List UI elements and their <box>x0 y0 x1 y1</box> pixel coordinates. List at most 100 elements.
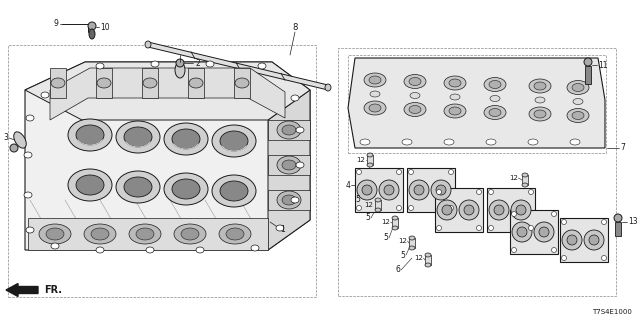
Ellipse shape <box>146 247 154 253</box>
Bar <box>8 45 316 297</box>
Ellipse shape <box>534 222 554 242</box>
Polygon shape <box>50 68 285 120</box>
Bar <box>487 188 535 232</box>
Ellipse shape <box>364 73 386 87</box>
Ellipse shape <box>397 170 401 174</box>
Ellipse shape <box>534 110 546 118</box>
Text: 5: 5 <box>365 213 370 222</box>
Ellipse shape <box>409 106 421 114</box>
Polygon shape <box>25 62 310 250</box>
Ellipse shape <box>488 189 493 195</box>
Ellipse shape <box>561 255 566 260</box>
Ellipse shape <box>370 91 380 97</box>
Ellipse shape <box>522 183 528 187</box>
Ellipse shape <box>124 127 152 147</box>
Ellipse shape <box>484 106 506 119</box>
Ellipse shape <box>444 76 466 90</box>
Ellipse shape <box>573 99 583 105</box>
Ellipse shape <box>567 81 589 94</box>
Ellipse shape <box>449 205 454 211</box>
Ellipse shape <box>96 63 104 69</box>
Bar <box>268 120 310 140</box>
Ellipse shape <box>431 180 451 200</box>
Ellipse shape <box>408 205 413 211</box>
Bar <box>28 218 268 250</box>
Ellipse shape <box>24 152 32 158</box>
Ellipse shape <box>442 205 452 215</box>
Ellipse shape <box>88 22 96 30</box>
Ellipse shape <box>436 226 442 230</box>
Ellipse shape <box>68 119 112 151</box>
Ellipse shape <box>552 212 557 217</box>
Bar <box>585 66 591 84</box>
Ellipse shape <box>277 191 301 209</box>
Ellipse shape <box>116 121 160 153</box>
Text: 10: 10 <box>100 22 109 31</box>
Ellipse shape <box>562 230 582 250</box>
Ellipse shape <box>572 84 584 92</box>
Ellipse shape <box>189 78 203 88</box>
Text: 12: 12 <box>364 202 373 208</box>
Text: 1: 1 <box>280 226 285 235</box>
Bar <box>268 155 310 175</box>
Ellipse shape <box>408 170 413 174</box>
Ellipse shape <box>296 127 304 133</box>
Ellipse shape <box>425 253 431 257</box>
Ellipse shape <box>367 163 373 167</box>
Text: 12: 12 <box>414 255 423 261</box>
Ellipse shape <box>291 95 299 101</box>
Ellipse shape <box>356 205 362 211</box>
Bar <box>407 168 455 212</box>
Ellipse shape <box>116 171 160 203</box>
Ellipse shape <box>26 115 34 121</box>
Ellipse shape <box>10 144 18 152</box>
Ellipse shape <box>384 185 394 195</box>
Ellipse shape <box>276 225 284 231</box>
Ellipse shape <box>449 170 454 174</box>
Polygon shape <box>268 90 310 250</box>
Ellipse shape <box>282 195 296 205</box>
Ellipse shape <box>614 214 622 222</box>
Ellipse shape <box>402 139 412 145</box>
Polygon shape <box>96 68 112 98</box>
Text: 5: 5 <box>400 251 405 260</box>
Polygon shape <box>234 68 250 98</box>
Ellipse shape <box>529 107 551 121</box>
Ellipse shape <box>436 189 442 195</box>
Ellipse shape <box>529 226 534 230</box>
Ellipse shape <box>369 76 381 84</box>
Text: 5: 5 <box>383 234 388 243</box>
Ellipse shape <box>410 92 420 99</box>
Ellipse shape <box>392 216 398 220</box>
Ellipse shape <box>220 131 248 151</box>
Polygon shape <box>188 68 204 98</box>
Ellipse shape <box>409 180 429 200</box>
Text: 12: 12 <box>356 157 365 163</box>
Ellipse shape <box>24 192 32 198</box>
Ellipse shape <box>409 246 415 250</box>
Ellipse shape <box>528 139 538 145</box>
Ellipse shape <box>226 228 244 240</box>
Text: 7: 7 <box>620 143 625 153</box>
Polygon shape <box>142 68 158 98</box>
Text: T7S4E1000: T7S4E1000 <box>592 309 632 315</box>
Ellipse shape <box>136 228 154 240</box>
Bar <box>522 175 528 185</box>
Ellipse shape <box>164 173 208 205</box>
Text: 13: 13 <box>628 218 637 227</box>
Ellipse shape <box>84 224 116 244</box>
Ellipse shape <box>145 41 151 48</box>
Ellipse shape <box>46 228 64 240</box>
Ellipse shape <box>567 108 589 123</box>
Ellipse shape <box>369 104 381 112</box>
Ellipse shape <box>291 197 299 203</box>
Bar <box>392 218 398 228</box>
Ellipse shape <box>282 125 296 135</box>
Ellipse shape <box>212 125 256 157</box>
Ellipse shape <box>89 29 95 39</box>
Ellipse shape <box>589 235 599 245</box>
Ellipse shape <box>511 212 516 217</box>
Bar <box>409 238 415 248</box>
Ellipse shape <box>494 205 504 215</box>
Bar <box>355 168 403 212</box>
